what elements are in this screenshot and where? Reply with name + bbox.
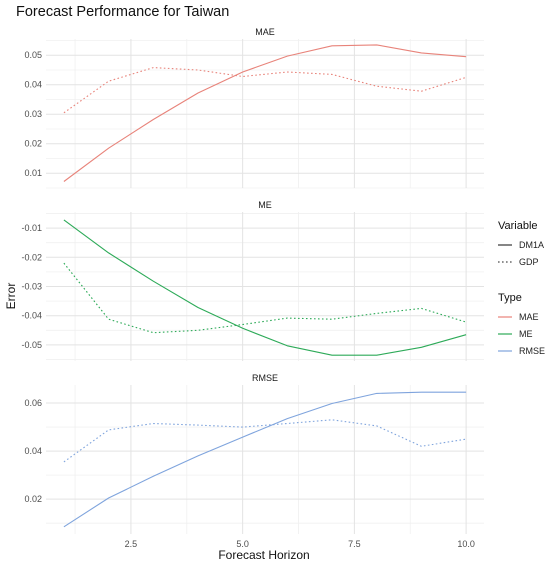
y-tick-label: 0.04 [24,446,42,456]
x-tick-label: 7.5 [348,539,361,549]
x-axis-ticks: 2.5 5.0 7.5 10.0 [125,539,475,549]
y-axis-label: Error [4,283,18,310]
y-tick-label: 0.02 [24,494,42,504]
legend-label-dm1a: DM1A [519,240,544,250]
series-line-rmse-dm1a [63,391,467,528]
panel-title: MAE [255,27,275,37]
y-tick-label: 0.01 [24,168,42,178]
legend-title-variable: Variable [498,220,538,232]
y-tick-label: -0.02 [21,252,42,262]
panel-title: RMSE [252,373,278,383]
legend-title-type: Type [498,292,522,304]
y-tick-label: 0.05 [24,50,42,60]
y-tick-label: -0.03 [21,282,42,292]
legend-label-rmse: RMSE [519,346,545,356]
chart-title: Forecast Performance for Taiwan [16,4,229,20]
x-tick-label: 5.0 [236,539,249,549]
y-tick-label: -0.05 [21,340,42,350]
y-tick-label: -0.04 [21,311,42,321]
panel-rmse: RMSE 0.02 0.04 0.06 [24,373,484,534]
y-tick-label: 0.06 [24,398,42,408]
legend-label-me: ME [519,329,533,339]
x-tick-label: 10.0 [457,539,475,549]
x-tick-label: 2.5 [125,539,138,549]
x-axis-label: Forecast Horizon [218,548,309,562]
panel-me: ME -0.01 -0.02 -0.03 -0.04 -0.05 [21,200,484,361]
y-tick-label: 0.03 [24,109,42,119]
series-line-me-dm1a [63,219,467,356]
legend-label-gdp: GDP [519,257,539,267]
series-line-me-gdp [63,262,467,334]
panel-title: ME [258,200,272,210]
series-line-mae-dm1a [63,44,467,182]
facet-panels: MAE 0.01 0.02 0.03 0.04 0.05 ME -0.01 -0.02 -0.03… [21,27,484,534]
series-line-rmse-gdp [63,419,467,463]
y-tick-label: 0.02 [24,139,42,149]
legend-label-mae: MAE [519,312,539,322]
panel-mae: MAE 0.01 0.02 0.03 0.04 0.05 [24,27,484,189]
series-line-mae-gdp [63,67,467,114]
legend: Variable DM1A GDP Type MAE ME RMSE [498,220,545,356]
y-tick-label: -0.01 [21,223,42,233]
y-tick-label: 0.04 [24,80,42,90]
